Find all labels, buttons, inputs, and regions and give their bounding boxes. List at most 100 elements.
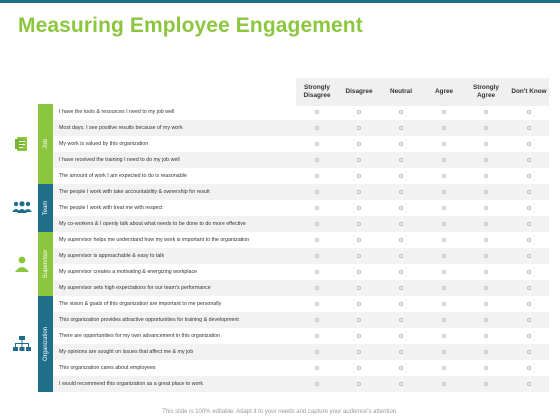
rating-radio[interactable] bbox=[399, 158, 403, 162]
rating-radio[interactable] bbox=[527, 158, 531, 162]
rating-radio[interactable] bbox=[442, 254, 446, 258]
rating-radio[interactable] bbox=[484, 190, 488, 194]
rating-radio[interactable] bbox=[484, 254, 488, 258]
rating-radio[interactable] bbox=[399, 286, 403, 290]
rating-radio[interactable] bbox=[357, 142, 361, 146]
rating-radio[interactable] bbox=[399, 382, 403, 386]
rating-radio[interactable] bbox=[484, 334, 488, 338]
rating-radio[interactable] bbox=[357, 222, 361, 226]
rating-radio[interactable] bbox=[527, 190, 531, 194]
rating-radio[interactable] bbox=[442, 190, 446, 194]
rating-radio[interactable] bbox=[527, 318, 531, 322]
rating-radio[interactable] bbox=[399, 126, 403, 130]
rating-radio[interactable] bbox=[315, 286, 319, 290]
rating-radio[interactable] bbox=[315, 126, 319, 130]
rating-radio[interactable] bbox=[484, 174, 488, 178]
rating-radio[interactable] bbox=[484, 270, 488, 274]
rating-radio[interactable] bbox=[442, 286, 446, 290]
rating-radio[interactable] bbox=[357, 334, 361, 338]
rating-radio[interactable] bbox=[357, 158, 361, 162]
rating-radio[interactable] bbox=[484, 350, 488, 354]
rating-radio[interactable] bbox=[484, 318, 488, 322]
rating-radio[interactable] bbox=[484, 126, 488, 130]
rating-radio[interactable] bbox=[399, 142, 403, 146]
rating-radio[interactable] bbox=[399, 206, 403, 210]
rating-radio[interactable] bbox=[527, 222, 531, 226]
rating-radio[interactable] bbox=[399, 174, 403, 178]
rating-radio[interactable] bbox=[357, 190, 361, 194]
rating-radio[interactable] bbox=[357, 286, 361, 290]
rating-radio[interactable] bbox=[442, 206, 446, 210]
rating-radio[interactable] bbox=[442, 350, 446, 354]
rating-radio[interactable] bbox=[527, 302, 531, 306]
rating-radio[interactable] bbox=[399, 222, 403, 226]
rating-radio[interactable] bbox=[527, 254, 531, 258]
rating-radio[interactable] bbox=[357, 254, 361, 258]
rating-radio[interactable] bbox=[315, 158, 319, 162]
rating-radio[interactable] bbox=[442, 126, 446, 130]
rating-radio[interactable] bbox=[527, 174, 531, 178]
rating-radio[interactable] bbox=[484, 142, 488, 146]
rating-radio[interactable] bbox=[315, 110, 319, 114]
rating-radio[interactable] bbox=[399, 270, 403, 274]
rating-radio[interactable] bbox=[315, 334, 319, 338]
rating-radio[interactable] bbox=[357, 366, 361, 370]
rating-radio[interactable] bbox=[315, 270, 319, 274]
rating-radio[interactable] bbox=[315, 222, 319, 226]
rating-radio[interactable] bbox=[315, 206, 319, 210]
rating-radio[interactable] bbox=[484, 366, 488, 370]
rating-radio[interactable] bbox=[399, 350, 403, 354]
rating-radio[interactable] bbox=[399, 302, 403, 306]
rating-radio[interactable] bbox=[442, 334, 446, 338]
rating-radio[interactable] bbox=[442, 318, 446, 322]
rating-radio[interactable] bbox=[442, 238, 446, 242]
rating-radio[interactable] bbox=[484, 286, 488, 290]
rating-radio[interactable] bbox=[527, 238, 531, 242]
rating-radio[interactable] bbox=[315, 190, 319, 194]
rating-radio[interactable] bbox=[399, 254, 403, 258]
rating-radio[interactable] bbox=[527, 142, 531, 146]
rating-radio[interactable] bbox=[315, 254, 319, 258]
rating-radio[interactable] bbox=[527, 270, 531, 274]
rating-radio[interactable] bbox=[527, 206, 531, 210]
rating-radio[interactable] bbox=[527, 350, 531, 354]
rating-radio[interactable] bbox=[315, 142, 319, 146]
rating-radio[interactable] bbox=[315, 302, 319, 306]
rating-radio[interactable] bbox=[442, 158, 446, 162]
rating-radio[interactable] bbox=[357, 382, 361, 386]
rating-radio[interactable] bbox=[442, 382, 446, 386]
rating-radio[interactable] bbox=[442, 302, 446, 306]
rating-radio[interactable] bbox=[399, 366, 403, 370]
rating-radio[interactable] bbox=[442, 270, 446, 274]
rating-radio[interactable] bbox=[357, 110, 361, 114]
rating-radio[interactable] bbox=[357, 318, 361, 322]
rating-radio[interactable] bbox=[442, 222, 446, 226]
rating-radio[interactable] bbox=[315, 318, 319, 322]
rating-radio[interactable] bbox=[484, 382, 488, 386]
rating-radio[interactable] bbox=[484, 302, 488, 306]
rating-radio[interactable] bbox=[527, 286, 531, 290]
rating-radio[interactable] bbox=[442, 142, 446, 146]
rating-radio[interactable] bbox=[399, 190, 403, 194]
rating-radio[interactable] bbox=[357, 350, 361, 354]
rating-radio[interactable] bbox=[315, 382, 319, 386]
rating-radio[interactable] bbox=[527, 126, 531, 130]
rating-radio[interactable] bbox=[315, 350, 319, 354]
rating-radio[interactable] bbox=[442, 366, 446, 370]
rating-radio[interactable] bbox=[315, 238, 319, 242]
rating-radio[interactable] bbox=[527, 110, 531, 114]
rating-radio[interactable] bbox=[399, 238, 403, 242]
rating-radio[interactable] bbox=[484, 158, 488, 162]
rating-radio[interactable] bbox=[399, 334, 403, 338]
rating-radio[interactable] bbox=[315, 366, 319, 370]
rating-radio[interactable] bbox=[484, 110, 488, 114]
rating-radio[interactable] bbox=[484, 222, 488, 226]
rating-radio[interactable] bbox=[357, 270, 361, 274]
rating-radio[interactable] bbox=[527, 382, 531, 386]
rating-radio[interactable] bbox=[399, 110, 403, 114]
rating-radio[interactable] bbox=[442, 110, 446, 114]
rating-radio[interactable] bbox=[484, 238, 488, 242]
rating-radio[interactable] bbox=[357, 174, 361, 178]
rating-radio[interactable] bbox=[357, 302, 361, 306]
rating-radio[interactable] bbox=[527, 334, 531, 338]
